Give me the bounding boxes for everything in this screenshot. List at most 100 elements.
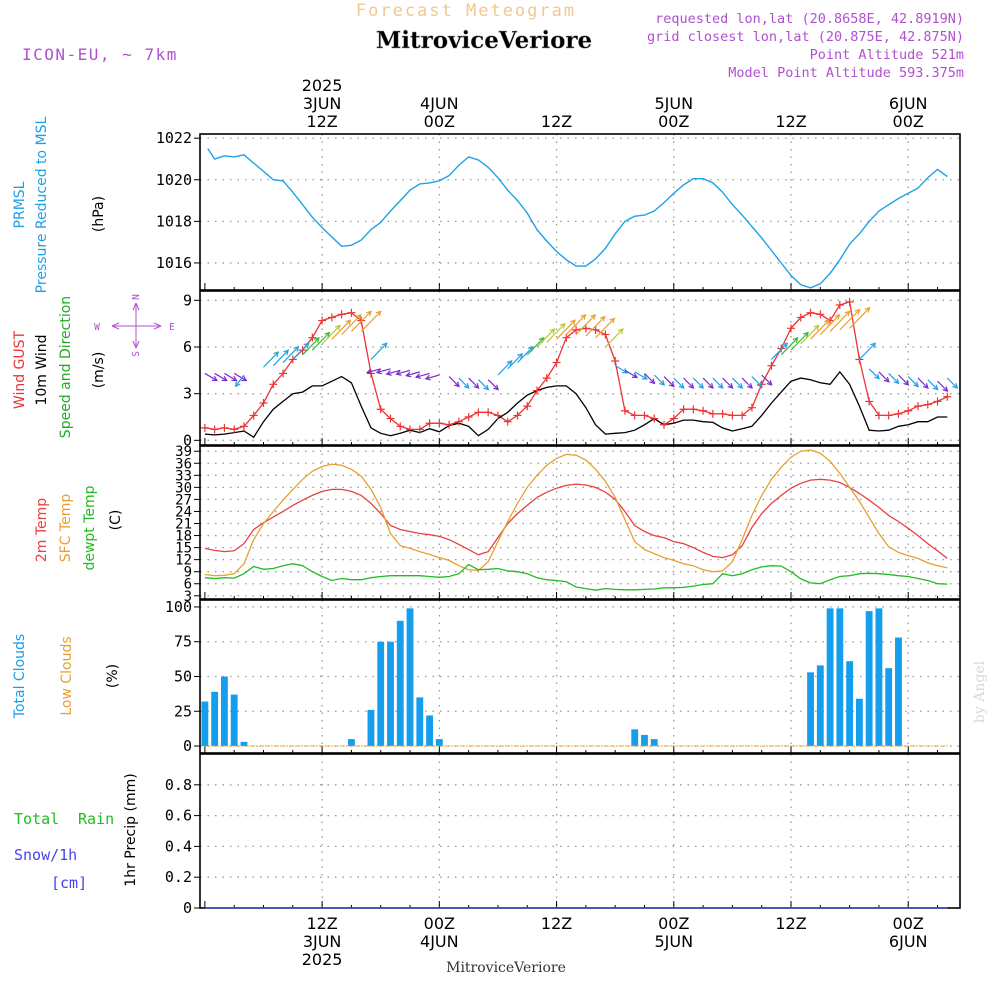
wind-arrow-head xyxy=(355,314,362,320)
bottom-tick-label: 12Z xyxy=(541,914,572,933)
y-tick-label: 0.2 xyxy=(165,868,192,886)
y-tick-label: 3 xyxy=(184,589,192,605)
bottom-tick-label: 12Z xyxy=(775,914,806,933)
cloud-bar xyxy=(865,611,873,747)
wind-arrow-head xyxy=(559,322,566,329)
wind-arrow-shaft xyxy=(692,377,704,389)
wind-arrow-head xyxy=(631,372,639,379)
wind-arrow-head xyxy=(782,342,789,349)
model-label: ICON-EU, ~ 7km xyxy=(22,45,178,64)
wind-arrow-head xyxy=(303,342,310,349)
wind-arrow-shaft xyxy=(370,342,388,360)
wind-arrow-shaft xyxy=(683,377,694,389)
gust-marker xyxy=(620,406,629,415)
wind-arrow-head xyxy=(649,378,656,385)
wind-arrow-head xyxy=(273,351,280,358)
wind-arrow-head xyxy=(293,345,300,352)
wind-arrow-shaft xyxy=(624,369,638,378)
wind-arrow-head xyxy=(874,373,880,380)
model-altitude: Model Point Altitude 593.375m xyxy=(728,65,964,81)
gust-marker xyxy=(396,422,405,431)
compass-arrowheads xyxy=(111,302,162,349)
wind-arrow-shaft xyxy=(406,371,420,377)
wind-arrow-head xyxy=(405,371,412,378)
compass-north: N xyxy=(131,294,142,300)
y-tick-label: 0 xyxy=(183,899,192,917)
gust-marker xyxy=(454,417,463,426)
wind-arrow-head xyxy=(375,310,382,317)
y-tick-label: 9 xyxy=(183,291,192,309)
point-altitude: Point Altitude 521m xyxy=(810,47,964,63)
wind-arrow-head xyxy=(609,317,616,324)
gust-marker xyxy=(562,333,571,342)
gust-marker xyxy=(591,325,600,334)
wind-arrow-head xyxy=(241,375,248,382)
wind-arrow-head xyxy=(756,381,763,388)
temp2m-line xyxy=(204,478,948,559)
wind-arrow-shaft xyxy=(858,342,876,360)
station-title: MitroviceVeriore xyxy=(376,27,592,54)
wind-arrow-shaft xyxy=(731,377,743,389)
wind-arrow-head xyxy=(813,324,820,331)
top-tick-label: 3JUN xyxy=(303,94,342,113)
y-tick-label: 1016 xyxy=(156,254,192,272)
wind-arrow-head xyxy=(570,319,576,326)
gust-marker xyxy=(904,406,913,415)
gust-marker xyxy=(796,313,805,322)
y-tick-label: 50 xyxy=(174,668,192,686)
cloud-bar xyxy=(846,661,854,747)
bottom-tick-label: 6JUN xyxy=(889,932,928,951)
panel-frame xyxy=(199,445,961,600)
wind-arrow-shaft xyxy=(517,346,534,363)
wind-arrow-shaft xyxy=(849,307,870,329)
cloud-bar xyxy=(631,729,639,747)
wind-arrow-shaft xyxy=(761,374,773,386)
side-labels: PRMSL Pressure Reduced to MSL (hPa) Wind… xyxy=(12,116,988,892)
y-tick-label: 1022 xyxy=(156,129,192,147)
y-tick-label: 9 xyxy=(184,565,192,581)
sfc-temp-line xyxy=(204,449,948,577)
bottom-tick-label: 00Z xyxy=(658,914,689,933)
wind-arrow-shaft xyxy=(235,374,245,387)
wind-arrow-head xyxy=(365,310,372,317)
wind-arrow-shaft xyxy=(233,372,247,382)
wind-arrow-shaft xyxy=(536,328,555,348)
gust-marker xyxy=(601,330,610,339)
gust-marker xyxy=(806,308,815,317)
wind-arrow-head xyxy=(345,319,352,326)
wind-arrow-shaft xyxy=(917,377,929,389)
wind-arrow-head xyxy=(913,381,920,388)
wind-arrow-head xyxy=(854,308,861,315)
top-tick-label: 00Z xyxy=(658,112,689,131)
cloud-bar xyxy=(875,608,883,747)
gust-marker xyxy=(640,411,649,420)
panel-frame xyxy=(199,599,961,754)
top-tick-label: 12Z xyxy=(306,112,337,131)
wind-arrow-shaft xyxy=(653,374,665,386)
y-tick-label: 1020 xyxy=(156,171,192,189)
wind-arrow-shaft xyxy=(468,377,479,389)
gust-marker xyxy=(249,411,258,420)
wind-arrow-shaft xyxy=(575,314,596,335)
wind-arrow-shaft xyxy=(458,377,470,389)
wind-arrow-head xyxy=(893,378,900,385)
wind-arrow-shaft xyxy=(741,377,753,389)
dewpt-ylabel: dewpt Temp xyxy=(82,485,98,570)
wind-arrow-head xyxy=(381,342,388,349)
gust-marker xyxy=(406,425,415,434)
y-tick-label: 0.4 xyxy=(165,837,192,855)
requested-lonlat: requested lon,lat (20.8658E, 42.8919N) xyxy=(655,11,964,27)
wind-arrow-shaft xyxy=(376,368,391,374)
gust-marker xyxy=(923,400,932,409)
cloud-bar xyxy=(240,741,248,747)
y-tick-label: 33 xyxy=(175,468,192,484)
cloud-bar xyxy=(816,665,824,747)
wind-arrow-head xyxy=(688,383,695,389)
wind-arrow-shaft xyxy=(673,377,685,389)
gust-marker xyxy=(816,310,825,319)
gust-marker xyxy=(835,301,844,309)
wind-arrow-head xyxy=(792,337,799,343)
wind-arrow-head xyxy=(922,383,929,389)
panel-frame xyxy=(199,753,961,909)
